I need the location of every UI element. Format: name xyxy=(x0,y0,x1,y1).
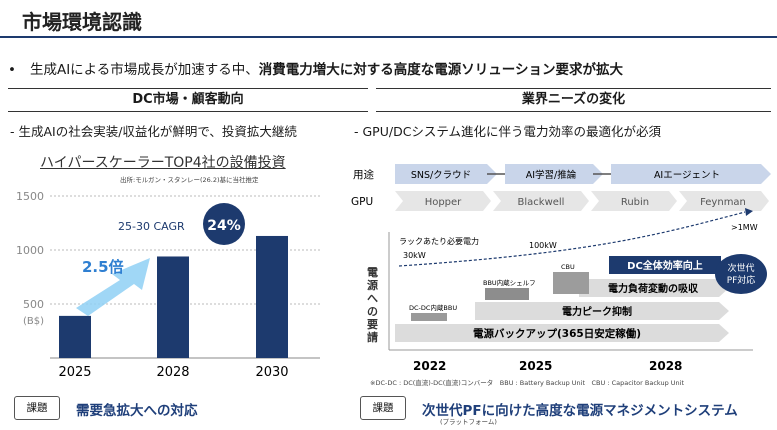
layer-peak: 電力ピーク抑制 xyxy=(562,305,632,318)
gpu-row-label: GPU xyxy=(351,196,373,208)
page-title: 市場環境認識 xyxy=(22,10,142,34)
bbu-shelf-device-icon xyxy=(485,288,529,300)
device-dcdc-bbu: DC-DC内蔵BBU xyxy=(409,303,457,312)
next-pf-badge xyxy=(715,254,767,294)
layer-backup-bar xyxy=(395,324,719,342)
gpu-hopper: Hopper xyxy=(425,197,462,208)
gpu-feynman: Feynman xyxy=(700,197,746,208)
right-issue-label: 課題 xyxy=(360,396,406,420)
use-row-label: 用途 xyxy=(353,168,374,181)
bullet-emphasis: 消費電力増大に対する高度な電源ソリューション要求が拡大 xyxy=(258,62,624,78)
year-2025: 2025 xyxy=(519,359,552,373)
layer-backup: 電源バックアップ(365日安定稼働) xyxy=(473,327,641,340)
use-arrow-sns xyxy=(395,164,497,184)
x-tick-label: 2030 xyxy=(255,365,288,380)
vertical-requirement-label: 電源への要請 xyxy=(367,266,378,344)
use-arrow-ai-learning xyxy=(505,164,603,184)
y-tick-label: 1000 xyxy=(16,244,44,257)
right-issue-ruby: (プラットフォーム) xyxy=(440,418,497,426)
summary-bullet: • 生成AIによる市場成長が加速する中、消費電力増大に対する高度な電源ソリューショ… xyxy=(8,58,623,78)
power-demand-diagram: 用途 SNS/クラウド AI学習/推論 AIエージェント GPU Hopper … xyxy=(351,164,771,373)
left-section-header: DC市場・顧客動向 xyxy=(8,88,368,112)
use-sns: SNS/クラウド xyxy=(411,170,471,181)
power-label-1mw: >1MW xyxy=(731,223,758,232)
dcdc-bbu-device-icon xyxy=(411,313,447,321)
chart-source: 出所:モルガン・スタンレー(26.2)基に当社推定 xyxy=(120,176,259,184)
footnote: ※DC-DC : DC(直流)-DC(直流)コンバータ BBU : Batter… xyxy=(370,379,684,387)
y-tick-label: 500 xyxy=(23,298,44,311)
layer-backup-tip xyxy=(719,324,729,342)
gpu-blackwell: Blackwell xyxy=(518,197,565,208)
gpu-chevron-feynman xyxy=(679,191,769,211)
bullet-text: 生成AIによる市場成長が加速する中、 xyxy=(29,62,259,78)
bar-2028 xyxy=(157,256,189,358)
chart-title: ハイパースケーラーTOP4社の設備投資 xyxy=(40,155,286,171)
right-section-header: 業界ニーズの変化 xyxy=(376,88,771,112)
power-demand-curve xyxy=(398,211,746,267)
title-divider xyxy=(0,36,777,38)
bar-2030 xyxy=(256,235,288,358)
power-curve-arrowhead xyxy=(745,208,753,216)
gpu-rubin: Rubin xyxy=(621,197,649,208)
y-unit-label: (B$) xyxy=(23,316,44,327)
device-cbu: CBU xyxy=(561,263,575,271)
x-tick-label: 2025 xyxy=(58,365,91,380)
use-arrow-ai-agent xyxy=(611,164,771,184)
use-ai-agent: AIエージェント xyxy=(654,170,720,181)
curve-label: ラックあたり必要電力 xyxy=(399,236,479,246)
growth-arrow xyxy=(76,258,150,316)
multiplier-label: 2.5倍 xyxy=(82,258,124,276)
cagr-badge xyxy=(203,203,245,245)
gpu-chevron-hopper xyxy=(395,191,491,211)
bullet-dot: • xyxy=(8,62,16,78)
cbu-device-icon xyxy=(553,272,589,294)
layer-efficiency-bar xyxy=(609,256,721,274)
next-pf-line2: PF対応 xyxy=(727,274,756,286)
y-tick-label: 1500 xyxy=(16,190,44,203)
device-bbu-shelf: BBU内蔵シェルフ xyxy=(483,278,536,287)
layer-peak-bar xyxy=(475,302,719,320)
layer-peak-tip xyxy=(719,302,729,320)
right-issue-text: 次世代PFに向けた高度な電源マネジメントシステム xyxy=(422,403,738,419)
power-label-100kw: 100kW xyxy=(529,241,557,250)
year-2022: 2022 xyxy=(413,359,446,373)
layer-efficiency: DC全体効率向上 xyxy=(627,259,703,272)
x-tick-label: 2028 xyxy=(156,365,189,380)
power-label-30kw: 30kW xyxy=(403,251,426,260)
bar-2025 xyxy=(59,315,91,358)
right-subtitle: - GPU/DCシステム進化に伴う電力効率の最適化が必須 xyxy=(354,124,662,139)
gpu-chevron-blackwell xyxy=(493,191,589,211)
left-subtitle: - 生成AIの社会実装/収益化が鮮明で、投資拡大継続 xyxy=(10,124,297,139)
next-pf-line1: 次世代 xyxy=(727,262,754,274)
cagr-value: 24% xyxy=(207,218,241,234)
capex-bar-chart: 500 1000 1500 (B$) 2025 2028 2030 2.5倍 25-30 … xyxy=(16,190,320,380)
cagr-label: 25-30 CAGR xyxy=(118,220,185,233)
layer-load: 電力負荷変動の吸収 xyxy=(608,282,699,295)
gpu-chevron-rubin xyxy=(591,191,677,211)
use-ai-learning: AI学習/推論 xyxy=(526,169,577,181)
left-issue-text: 需要急拡大への対応 xyxy=(76,403,198,419)
year-2028: 2028 xyxy=(649,359,682,373)
layer-load-bar xyxy=(579,279,719,297)
left-issue-label: 課題 xyxy=(14,396,60,420)
